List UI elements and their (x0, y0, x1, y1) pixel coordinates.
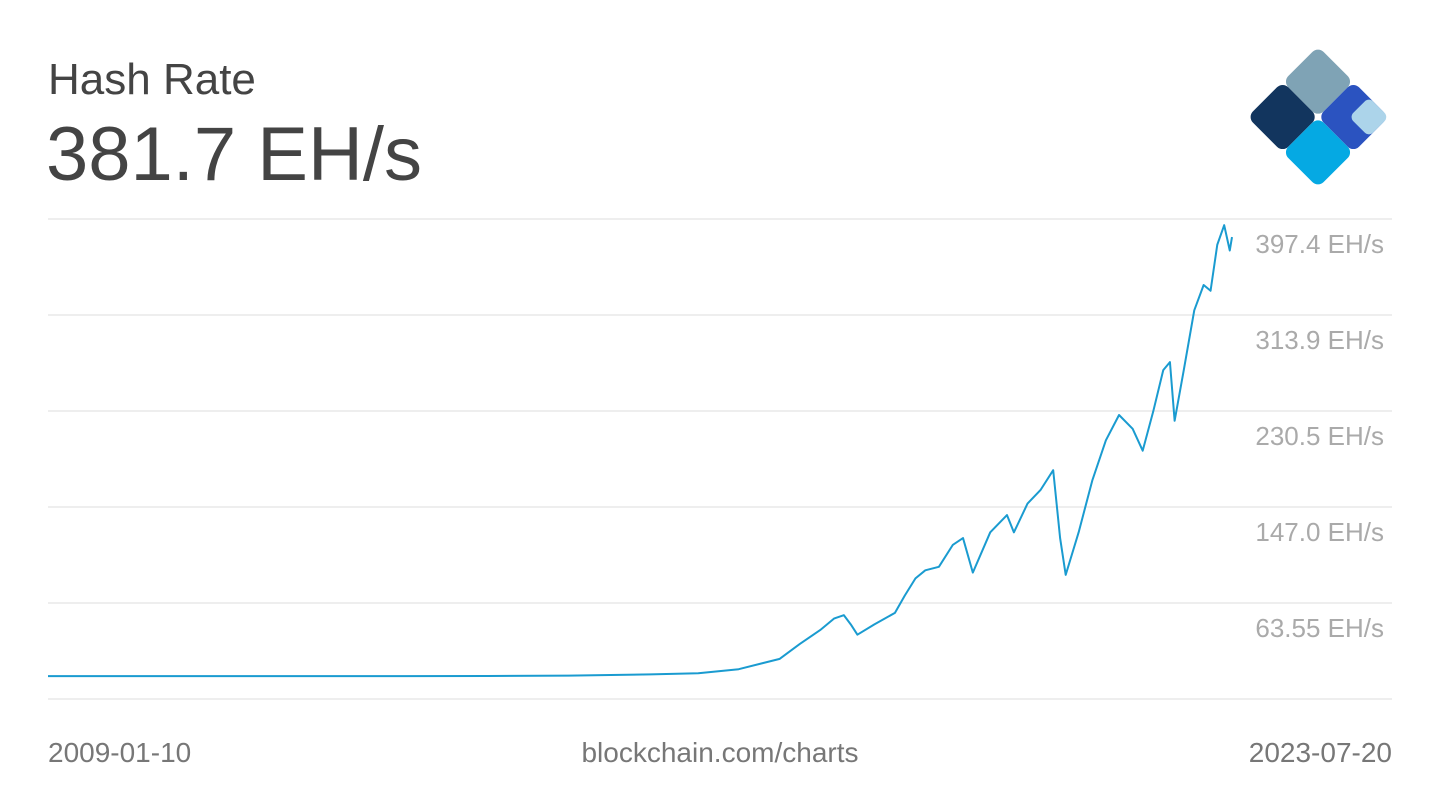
x-end-label: 2023-07-20 (1249, 737, 1392, 768)
source: blockchain.com/charts (581, 737, 858, 768)
logo (1250, 49, 1387, 185)
current-value: 381.7 EH/s (46, 112, 422, 197)
chart-title: Hash Rate (48, 55, 256, 104)
y-tick-label: 397.4 EH/s (1255, 229, 1384, 259)
y-tick-label: 63.55 EH/s (1255, 613, 1384, 643)
y-tick-label: 230.5 EH/s (1255, 421, 1384, 451)
hash-rate-line (48, 224, 1233, 678)
y-tick-label: 313.9 EH/s (1255, 325, 1384, 355)
x-start-label: 2009-01-10 (48, 737, 191, 768)
y-tick-label: 147.0 EH/s (1255, 517, 1384, 547)
